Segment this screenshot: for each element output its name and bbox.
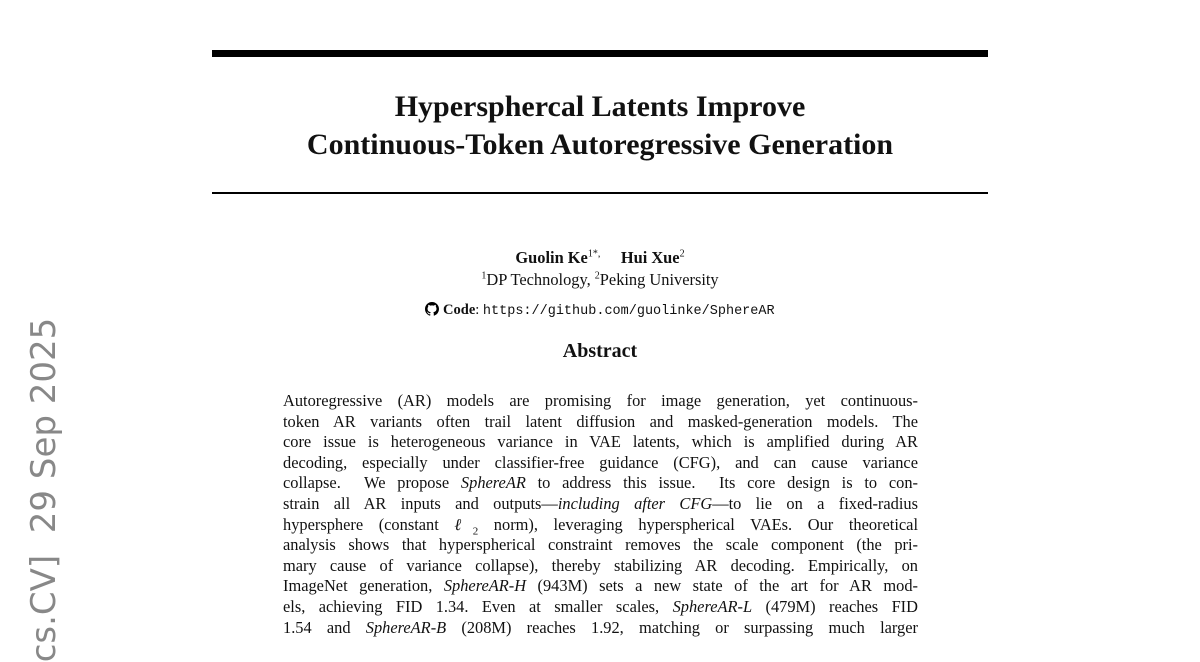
abstract-text: (479M) reaches FID [752,597,918,616]
abstract-text: analysis shows that hyperspherical const… [283,535,918,555]
abstract-line: strain all AR inputs and outputs—includi… [283,494,918,514]
abstract-line: els, achieving FID 1.34. Even at smaller… [283,597,918,617]
github-icon [425,302,440,316]
abstract-text: 1.54 and [283,617,366,637]
title-rule [212,192,988,194]
code-url: https://github.com/guolinke/SphereAR [482,304,775,319]
author-sup: 2 [679,248,685,260]
abstract-text: including after CFG [557,494,713,513]
abstract-text: SphereAR-L [672,597,753,616]
abstract-text: SphereAR [460,473,526,493]
abstract-text: 2 [472,524,479,537]
abstract-text: Autoregressive (AR) models are promising… [283,391,918,410]
code-line: Code: https://github.com/guolinke/Sphere… [0,302,1200,319]
abstract-text: mary cause of variance collapse), thereb… [283,555,918,575]
title-line: Continuous-Token Autoregressive Generati… [306,128,894,161]
top-rule [212,50,988,57]
abstract-text: strain all AR inputs and outputs— [283,494,558,513]
abstract-line: token AR variants often trail latent dif… [283,412,918,432]
authors: Guolin Ke1*, Hui Xue2 [0,248,1200,268]
affiliation: DP Technology, [486,270,595,289]
author-sup: 1 [587,248,593,260]
author: Hui Xue [620,248,680,267]
abstract-text: SphereAR-B [365,617,447,637]
page: cs.CV] 29 Sep 2025 Hypersphercal Latents… [0,50,1200,662]
abstract-text: ImageNet generation, [283,576,444,596]
affiliation: Peking University [599,270,719,289]
abstract-line: decoding, especially under classifier-fr… [283,453,918,473]
abstract-text: (208M) reaches 1.92, matching or surpass… [446,617,918,637]
title-line: Hypersphercal Latents Improve [394,90,806,123]
affiliations: 1DP Technology, 2Peking University [0,270,1200,290]
aff-sup: 2 [594,270,600,282]
abstract-line: 1.54 and SphereAR-B (208M) reaches 1.92,… [283,618,918,638]
abstract-text: SphereAR-H [443,576,527,596]
aff-sup: 1 [481,270,487,282]
code-sep: : [475,302,480,318]
abstract-line: hypersphere (constant ℓ2 norm), leveragi… [283,515,918,541]
abstract-line: mary cause of variance collapse), thereb… [283,556,918,576]
author-mark: *, [592,248,601,260]
abstract-text: hypersphere (constant [283,514,455,534]
abstract-text: els, achieving FID 1.34. Even at smaller… [283,597,673,616]
abstract-text: (943M) sets a new state of the art for A… [526,576,918,596]
code-label: Code [443,302,476,318]
abstract-text: norm), leveraging hyperspherical VAEs. O… [478,514,918,534]
abstract-text: token AR variants often trail latent dif… [283,411,918,431]
abstract-line: collapse. We propose SphereAR to address… [283,473,918,493]
abstract-line: analysis shows that hyperspherical const… [283,535,918,555]
abstract-text: —to lie on a fixed-radius [712,494,918,513]
abstract-text: core issue is heterogeneous variance in … [283,432,918,452]
abstract-text: to address this issue. Its core design i… [525,473,919,493]
abstract-text: ℓ [454,514,473,534]
abstract-line: ImageNet generation, SphereAR-H (943M) s… [283,576,918,596]
abstract-line: core issue is heterogeneous variance in … [283,432,918,452]
abstract-text: collapse. We propose [283,473,461,493]
author: Guolin Ke [515,248,588,267]
abstract-heading: Abstract [562,340,638,362]
abstract-line: Autoregressive (AR) models are promising… [283,391,918,411]
abstract-text: decoding, especially under classifier-fr… [283,452,918,472]
arxiv-stamp: cs.CV] 29 Sep 2025 [24,317,64,662]
